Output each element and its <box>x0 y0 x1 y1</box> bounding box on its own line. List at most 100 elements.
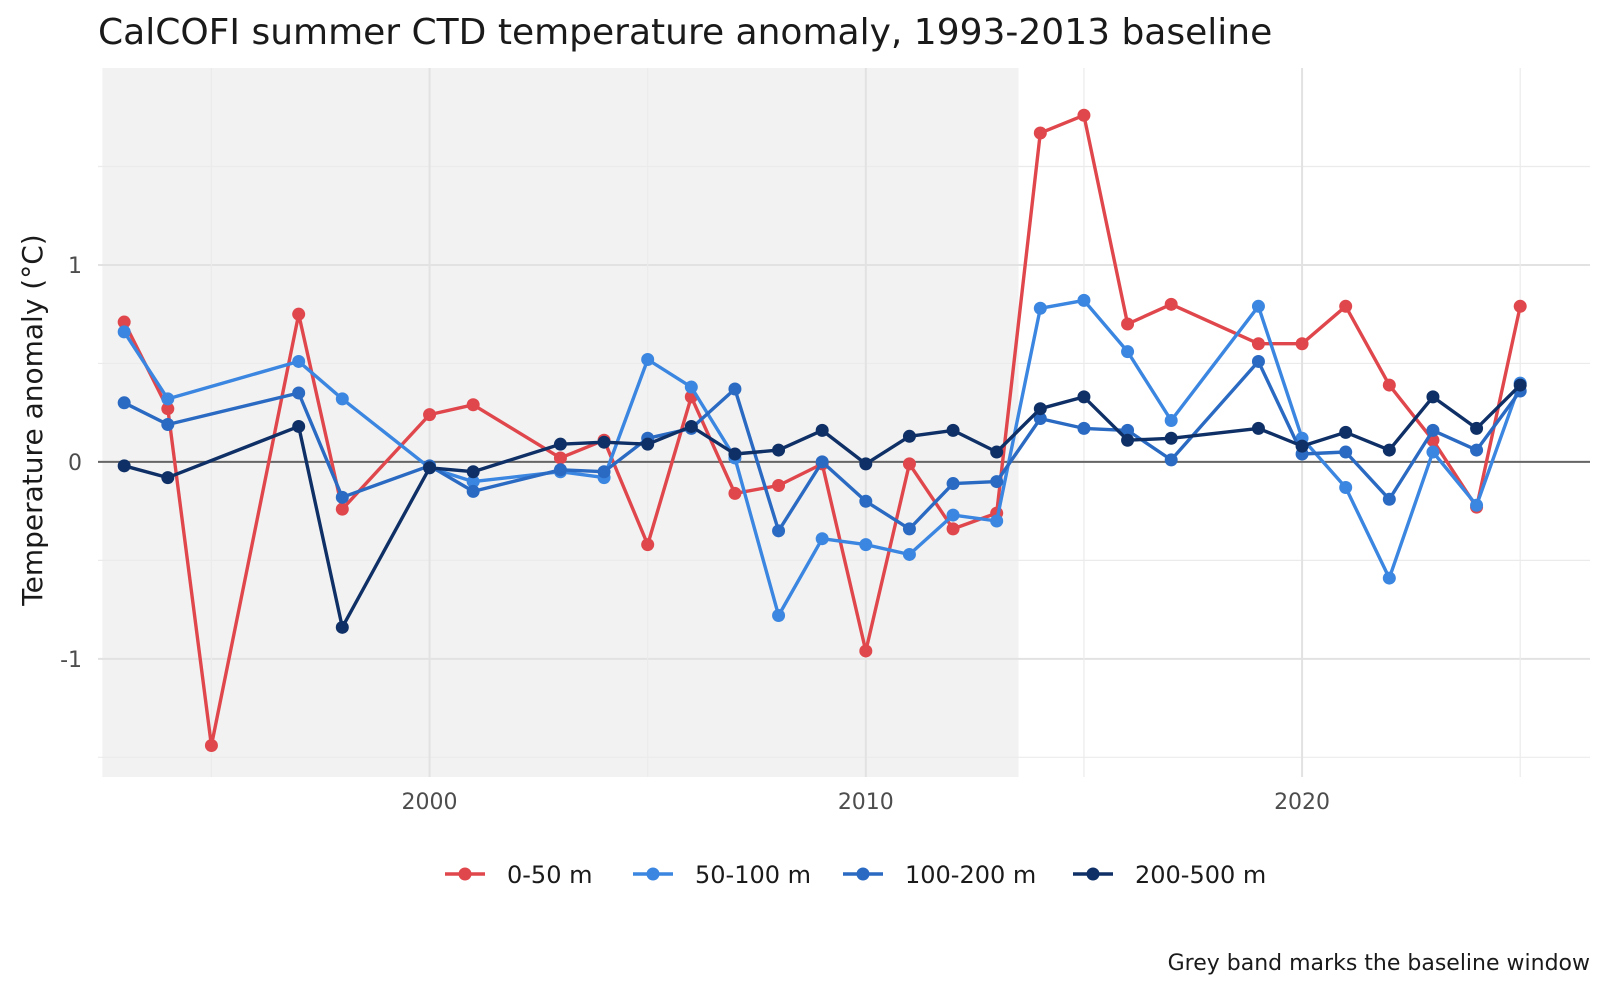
legend-item: 100-200 m <box>843 861 1036 889</box>
data-point <box>1121 345 1135 359</box>
data-point <box>641 437 655 451</box>
data-point <box>990 445 1004 459</box>
data-point <box>859 538 873 552</box>
data-point <box>423 461 437 475</box>
data-point <box>902 522 916 536</box>
legend-item: 50-100 m <box>633 861 811 889</box>
legend-label: 100-200 m <box>905 861 1036 889</box>
data-point <box>553 437 567 451</box>
data-point <box>772 524 786 538</box>
data-point <box>1426 445 1440 459</box>
y-tick-label: -1 <box>60 648 82 673</box>
data-point <box>1164 431 1178 445</box>
data-point <box>553 451 567 465</box>
data-point <box>1164 297 1178 311</box>
data-point <box>859 494 873 508</box>
data-point <box>117 459 131 473</box>
data-point <box>292 307 306 321</box>
data-point <box>292 386 306 400</box>
axis-ticks: -1 0 1 2000 2010 2020 <box>60 254 1330 815</box>
data-point <box>946 508 960 522</box>
data-point <box>1470 421 1484 435</box>
x-tick-label: 2010 <box>838 790 894 815</box>
data-series <box>117 108 1527 752</box>
legend-label: 50-100 m <box>695 861 811 889</box>
x-tick-label: 2000 <box>402 790 458 815</box>
data-point <box>946 522 960 536</box>
legend-key-point <box>1086 867 1100 881</box>
data-point <box>466 484 480 498</box>
data-point <box>1077 421 1091 435</box>
data-point <box>1295 439 1309 453</box>
data-point <box>466 475 480 489</box>
data-point <box>641 352 655 366</box>
y-tick-label: 0 <box>68 451 82 476</box>
data-point <box>1470 498 1484 512</box>
data-point <box>1470 443 1484 457</box>
data-point <box>1164 414 1178 428</box>
data-point <box>1033 301 1047 315</box>
data-point <box>117 325 131 339</box>
data-point <box>1382 378 1396 392</box>
data-point <box>772 609 786 623</box>
data-point <box>335 620 349 634</box>
y-tick-label: 1 <box>68 254 82 279</box>
data-point <box>1382 443 1396 457</box>
series-100-200m <box>117 354 1527 538</box>
legend: 0-50 m 50-100 m 100-200 m 200-500 m <box>445 861 1266 889</box>
legend-key-point <box>856 867 870 881</box>
data-point <box>117 396 131 410</box>
data-point <box>1121 423 1135 437</box>
data-point <box>815 455 829 469</box>
legend-item: 0-50 m <box>445 861 592 889</box>
data-point <box>161 417 175 431</box>
data-point <box>1121 433 1135 447</box>
data-point <box>1339 425 1353 439</box>
data-point <box>204 738 218 752</box>
data-point <box>815 423 829 437</box>
data-point <box>1339 299 1353 313</box>
data-point <box>772 443 786 457</box>
legend-label: 0-50 m <box>507 861 592 889</box>
chart-caption: Grey band marks the baseline window <box>1168 951 1590 976</box>
data-point <box>1513 378 1527 392</box>
data-point <box>1426 423 1440 437</box>
data-point <box>292 354 306 368</box>
y-axis-label: Temperature anomaly (°C) <box>16 234 49 606</box>
legend-label: 200-500 m <box>1135 861 1266 889</box>
data-point <box>946 477 960 491</box>
data-point <box>1077 108 1091 122</box>
data-point <box>728 447 742 461</box>
data-point <box>1033 412 1047 426</box>
series-line <box>123 383 1522 629</box>
data-point <box>1164 453 1178 467</box>
baseline-window-band <box>102 68 1019 777</box>
data-point <box>1077 390 1091 404</box>
chart-title: CalCOFI summer CTD temperature anomaly, … <box>98 12 1272 53</box>
legend-key-point <box>646 867 660 881</box>
data-point <box>641 538 655 552</box>
series-200-500m <box>117 378 1527 634</box>
data-point <box>990 514 1004 528</box>
data-point <box>1033 402 1047 416</box>
data-point <box>1295 337 1309 351</box>
data-point <box>684 419 698 433</box>
series-line <box>122 298 1522 618</box>
data-point <box>1251 421 1265 435</box>
data-point <box>902 457 916 471</box>
data-point <box>423 408 437 422</box>
data-point <box>728 382 742 396</box>
data-point <box>859 644 873 658</box>
data-point <box>815 532 829 546</box>
data-point <box>1077 293 1091 307</box>
data-point <box>902 547 916 561</box>
data-point <box>1251 299 1265 313</box>
data-point <box>466 465 480 479</box>
data-point <box>1121 317 1135 331</box>
data-point <box>1513 299 1527 313</box>
data-point <box>553 463 567 477</box>
data-point <box>728 486 742 500</box>
data-point <box>161 402 175 416</box>
